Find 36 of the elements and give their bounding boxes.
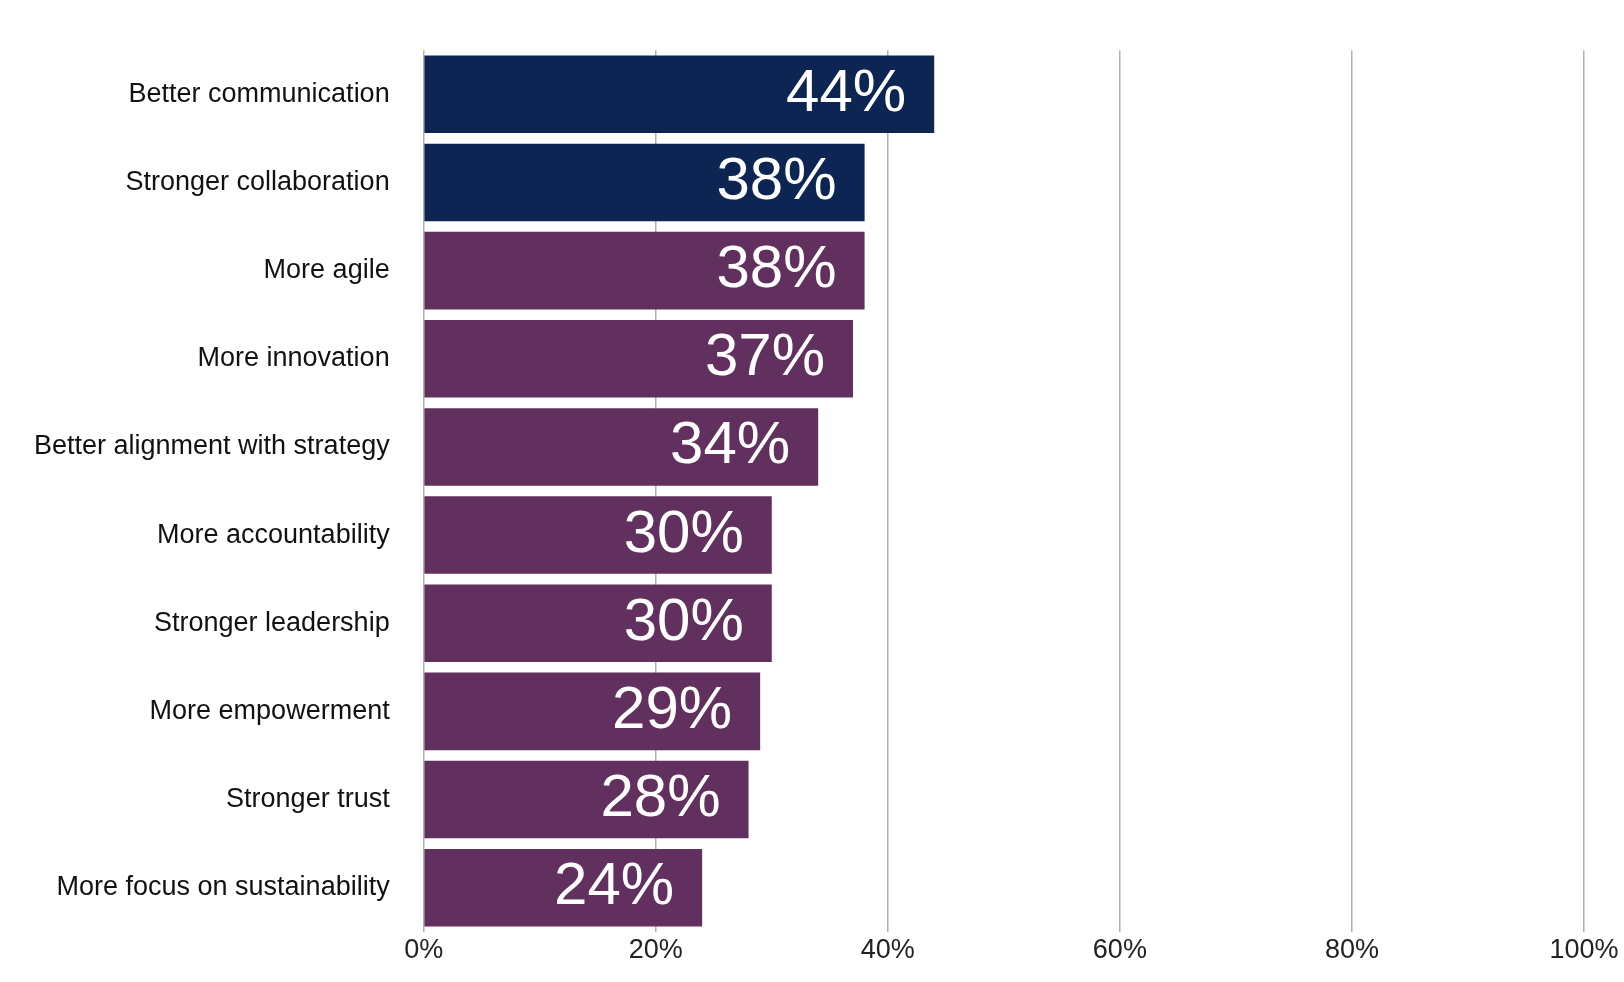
- x-tick-label: 60%: [1092, 934, 1147, 965]
- data-label: 28%: [600, 762, 721, 830]
- y-tick-label: More accountability: [157, 518, 391, 549]
- x-tick-label: 80%: [1324, 934, 1379, 965]
- data-label: 38%: [716, 233, 837, 301]
- data-label: 30%: [623, 497, 744, 565]
- data-label: 37%: [704, 321, 825, 389]
- y-tick-label: Stronger leadership: [154, 606, 390, 637]
- bar: [424, 231, 865, 310]
- data-label: 38%: [716, 144, 837, 212]
- data-label: 29%: [612, 673, 733, 741]
- y-tick-label: More empowerment: [149, 694, 391, 725]
- x-tick-label: 0%: [404, 934, 444, 965]
- bar: [424, 319, 853, 398]
- bar: [424, 848, 703, 927]
- bar: [424, 584, 772, 663]
- data-label: 44%: [786, 56, 907, 124]
- bar: [424, 496, 772, 574]
- data-label: 24%: [554, 850, 675, 918]
- bar: [424, 143, 865, 222]
- y-tick-label: Better communication: [128, 77, 390, 108]
- y-tick-label: More focus on sustainability: [56, 871, 391, 902]
- data-label: 30%: [623, 585, 744, 653]
- y-tick-label: Stronger collaboration: [125, 165, 390, 196]
- bar: [424, 760, 749, 839]
- y-tick-label: More agile: [263, 254, 390, 285]
- data-label: 34%: [670, 409, 791, 477]
- y-tick-label: Better alignment with strategy: [34, 430, 391, 461]
- x-tick-label: 40%: [860, 934, 915, 965]
- bar: [424, 408, 819, 486]
- x-tick-label: 20%: [628, 934, 683, 965]
- bar: [424, 55, 935, 134]
- y-tick-label: More innovation: [197, 342, 390, 373]
- bar: [424, 672, 761, 751]
- y-tick-label: Stronger trust: [226, 783, 391, 814]
- x-tick-label: 100%: [1549, 934, 1619, 965]
